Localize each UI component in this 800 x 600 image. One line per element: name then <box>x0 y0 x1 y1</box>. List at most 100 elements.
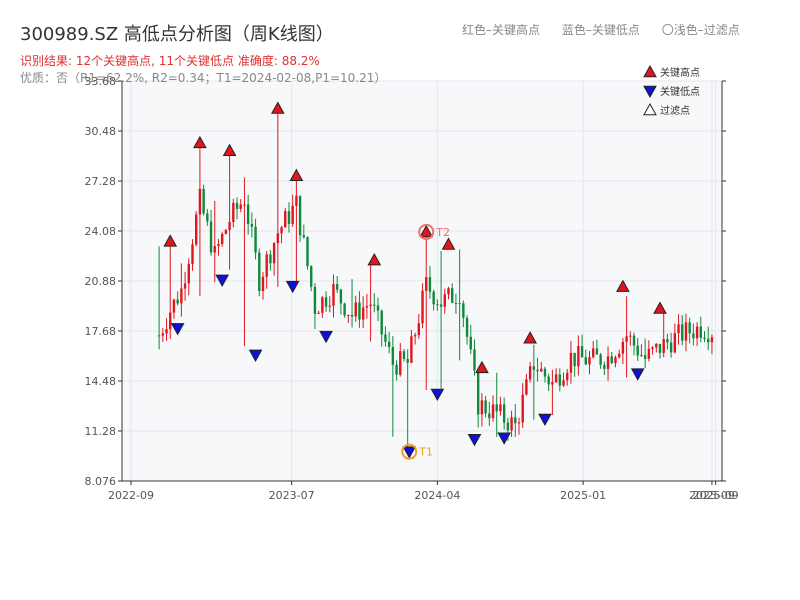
legend-marker <box>643 102 657 116</box>
candle-body <box>577 346 580 367</box>
candle-body <box>684 322 688 341</box>
candle-body <box>417 323 421 335</box>
candle-body <box>306 237 309 267</box>
candle-body <box>343 303 346 316</box>
candle-body <box>543 368 547 377</box>
candle-body <box>707 338 710 343</box>
color-legend-filtered: 〇浅色–过滤点 <box>661 23 740 37</box>
candle-body <box>614 357 617 364</box>
candle-body <box>228 221 231 230</box>
candle-body <box>532 366 536 370</box>
candle-body <box>410 336 413 363</box>
candle-body <box>361 307 365 320</box>
candle-body <box>406 359 409 363</box>
high-point-marker <box>419 224 434 238</box>
y-tick-label: 30.48 <box>85 125 117 138</box>
candle-body <box>554 374 558 383</box>
candle-body <box>510 417 513 431</box>
low-point-marker <box>497 432 512 445</box>
candle-body <box>332 284 335 306</box>
low-point-marker <box>430 388 445 402</box>
candle-body <box>695 326 699 339</box>
candle-body <box>369 304 372 307</box>
candle-body <box>540 368 543 372</box>
candle-body <box>465 317 469 337</box>
legend-label: 过滤点 <box>660 104 690 117</box>
y-tick-label: 14.48 <box>85 375 117 388</box>
candle-body <box>387 341 391 348</box>
candle-body <box>180 288 183 304</box>
candle-body <box>603 364 606 369</box>
y-tick-label: 33.68 <box>85 75 117 88</box>
color-legend-low: 蓝色–关键低点 <box>561 23 640 37</box>
x-tick-label: 2025-09 <box>693 489 739 502</box>
high-point-marker <box>222 143 237 156</box>
candle-body <box>632 335 636 346</box>
candle-body <box>499 404 502 412</box>
candle-body <box>302 235 306 238</box>
high-point-marker <box>193 135 207 149</box>
candle-body <box>265 254 268 277</box>
y-tick-label: 24.08 <box>85 225 117 238</box>
candle-body <box>206 213 209 222</box>
candle-body <box>284 211 287 228</box>
color-legend-high: 红色–关键高点 <box>462 23 541 37</box>
candle-body <box>458 303 461 305</box>
candle-body <box>217 244 220 247</box>
candle-body <box>324 297 328 307</box>
candle-body <box>291 205 294 224</box>
candle-body <box>276 233 280 244</box>
candle-body <box>580 346 584 358</box>
high-point-marker <box>270 101 285 114</box>
candle-body <box>358 302 361 320</box>
low-point-marker <box>215 274 230 287</box>
candle-body <box>239 204 242 209</box>
candle-body <box>621 341 625 354</box>
high-point-marker <box>523 331 537 344</box>
candle-body <box>443 294 446 307</box>
low-point-marker <box>630 368 645 381</box>
candle-body <box>425 277 428 291</box>
candle-body <box>588 357 591 365</box>
candle-body <box>573 352 576 367</box>
candle-body <box>157 335 161 337</box>
candle-body <box>666 339 669 343</box>
candle-body <box>280 227 283 234</box>
candle-body <box>476 370 480 415</box>
annotation-label-t1: T1 <box>418 446 433 459</box>
low-point-marker <box>319 330 333 344</box>
candle-body <box>710 337 714 343</box>
candle-body <box>269 254 272 264</box>
high-point-marker <box>653 301 667 314</box>
candle-body <box>673 333 677 353</box>
candle-body <box>469 336 472 350</box>
legend-label: 关键低点 <box>660 85 700 98</box>
high-point-marker <box>441 237 456 250</box>
candle-body <box>235 202 239 209</box>
candle-body <box>220 233 224 245</box>
candle-body <box>525 379 528 395</box>
candle-body <box>562 380 565 386</box>
candle-body <box>528 366 532 380</box>
candle-body <box>447 288 450 295</box>
legend-marker <box>643 85 657 99</box>
high-point-marker <box>616 279 630 292</box>
candle-body <box>454 302 458 304</box>
y-tick-label: 8.076 <box>85 475 117 488</box>
candle-body <box>566 372 569 381</box>
high-point-marker <box>475 360 489 374</box>
candle-body <box>339 289 343 304</box>
candle-body <box>209 221 213 253</box>
low-point-marker <box>248 349 263 362</box>
candle-body <box>298 195 302 236</box>
high-point-marker <box>289 168 304 181</box>
candle-body <box>250 223 254 227</box>
candle-body <box>514 417 517 424</box>
candle-body <box>161 333 165 336</box>
candle-body <box>373 304 376 306</box>
candle-body <box>191 244 194 264</box>
candle-body <box>347 314 350 316</box>
candle-body <box>335 284 339 290</box>
annotation-ring-t1 <box>401 443 418 460</box>
